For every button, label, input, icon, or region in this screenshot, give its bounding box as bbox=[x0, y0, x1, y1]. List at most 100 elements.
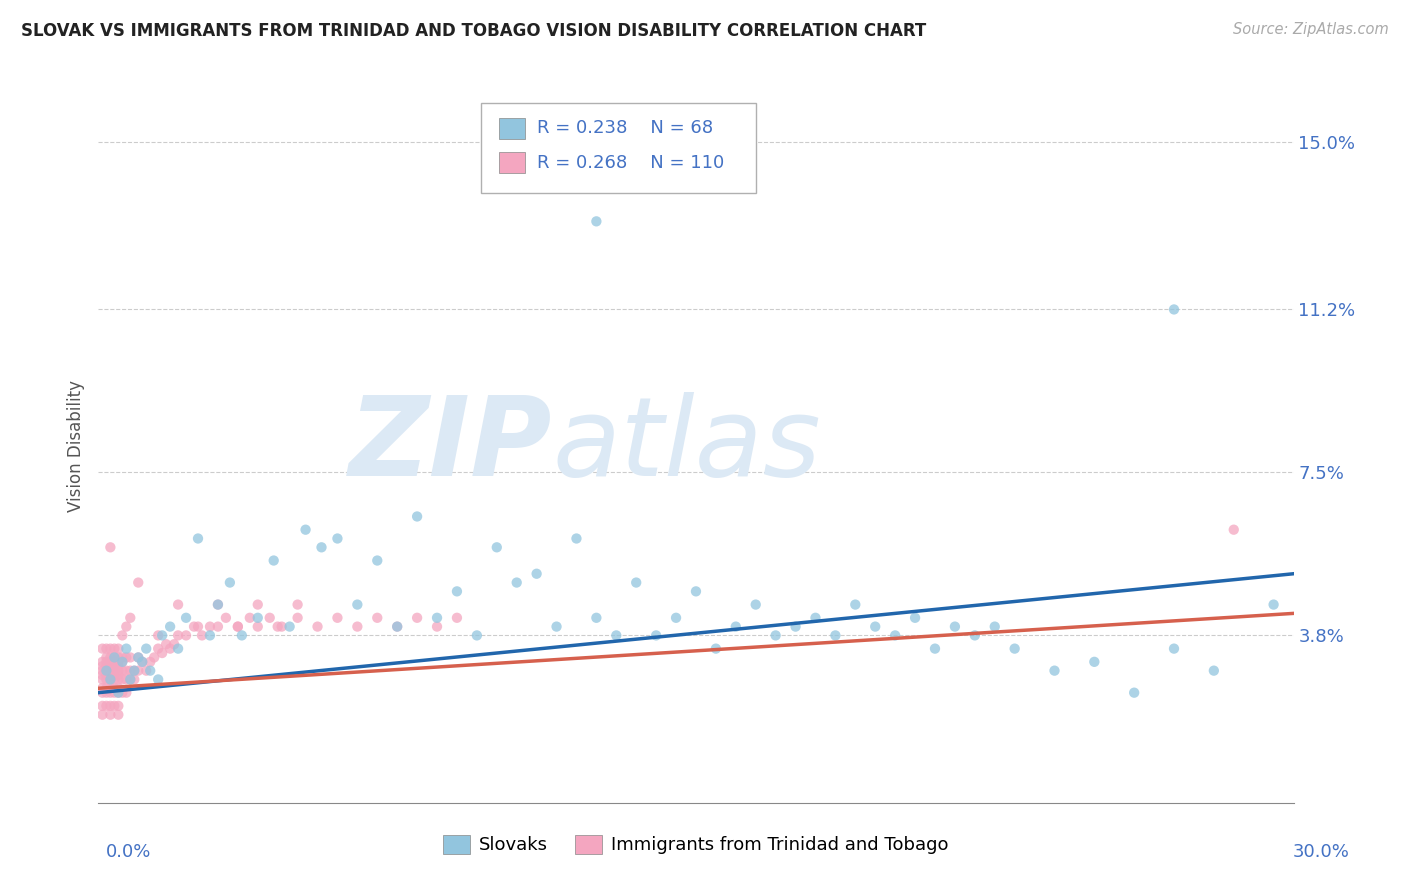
Point bbox=[765, 628, 787, 642]
Point bbox=[115, 673, 138, 687]
Point bbox=[745, 598, 768, 612]
Point bbox=[91, 655, 114, 669]
Point bbox=[191, 628, 214, 642]
Point bbox=[107, 668, 129, 682]
Point bbox=[267, 619, 290, 633]
Point bbox=[270, 619, 292, 633]
Point bbox=[127, 650, 149, 665]
Point bbox=[135, 641, 157, 656]
Point bbox=[120, 673, 142, 687]
Point bbox=[127, 664, 149, 678]
Point bbox=[98, 641, 122, 656]
Point bbox=[1223, 523, 1246, 537]
Point bbox=[685, 584, 707, 599]
Text: ZIP: ZIP bbox=[349, 392, 553, 500]
Point bbox=[346, 598, 368, 612]
Point bbox=[150, 646, 173, 660]
Point bbox=[115, 641, 138, 656]
Point bbox=[207, 619, 229, 633]
Point bbox=[120, 611, 142, 625]
Point bbox=[107, 698, 129, 713]
Point bbox=[98, 650, 122, 665]
Point bbox=[98, 673, 122, 687]
Point bbox=[167, 628, 190, 642]
Point bbox=[406, 611, 429, 625]
Point bbox=[1004, 641, 1026, 656]
Point bbox=[91, 664, 114, 678]
Point bbox=[91, 659, 114, 673]
Point bbox=[198, 628, 221, 642]
Point bbox=[963, 628, 986, 642]
Point bbox=[131, 655, 153, 669]
Point bbox=[804, 611, 827, 625]
Point bbox=[163, 637, 186, 651]
Point bbox=[96, 659, 118, 673]
Point bbox=[98, 664, 122, 678]
Point bbox=[485, 541, 508, 555]
Point bbox=[98, 659, 122, 673]
Text: 30.0%: 30.0% bbox=[1294, 843, 1350, 861]
Point bbox=[465, 628, 488, 642]
Point bbox=[103, 673, 125, 687]
Point bbox=[111, 655, 134, 669]
Point bbox=[246, 598, 269, 612]
Point bbox=[984, 619, 1007, 633]
Point bbox=[111, 664, 134, 678]
Point bbox=[426, 619, 449, 633]
Point bbox=[98, 707, 122, 722]
Point bbox=[98, 698, 122, 713]
Point bbox=[111, 650, 134, 665]
Point bbox=[294, 523, 316, 537]
Point bbox=[148, 628, 170, 642]
Text: 0.0%: 0.0% bbox=[105, 843, 150, 861]
Point bbox=[103, 686, 125, 700]
Point bbox=[107, 664, 129, 678]
Point bbox=[287, 598, 309, 612]
Point bbox=[884, 628, 907, 642]
Point bbox=[96, 673, 118, 687]
FancyBboxPatch shape bbox=[499, 152, 524, 173]
Point bbox=[91, 641, 114, 656]
Point bbox=[207, 598, 229, 612]
Point bbox=[159, 619, 181, 633]
FancyBboxPatch shape bbox=[499, 118, 524, 139]
Point bbox=[1123, 686, 1146, 700]
Point bbox=[446, 584, 468, 599]
Point bbox=[626, 575, 648, 590]
Point bbox=[824, 628, 846, 642]
Text: R = 0.268    N = 110: R = 0.268 N = 110 bbox=[537, 153, 724, 171]
Legend: Slovaks, Immigrants from Trinidad and Tobago: Slovaks, Immigrants from Trinidad and To… bbox=[436, 828, 956, 862]
Point bbox=[585, 214, 607, 228]
Point bbox=[526, 566, 548, 581]
FancyBboxPatch shape bbox=[481, 103, 756, 193]
Point bbox=[226, 619, 249, 633]
Point bbox=[107, 707, 129, 722]
Point bbox=[605, 628, 627, 642]
Point bbox=[263, 553, 285, 567]
Point bbox=[844, 598, 866, 612]
Point bbox=[103, 668, 125, 682]
Point bbox=[167, 641, 190, 656]
Point bbox=[924, 641, 946, 656]
Point bbox=[546, 619, 568, 633]
Point bbox=[111, 686, 134, 700]
Point bbox=[120, 664, 142, 678]
Point bbox=[127, 650, 149, 665]
Point bbox=[98, 686, 122, 700]
Point bbox=[98, 673, 122, 687]
Point bbox=[111, 655, 134, 669]
Point bbox=[127, 575, 149, 590]
Point bbox=[107, 686, 129, 700]
Point bbox=[187, 532, 209, 546]
Text: atlas: atlas bbox=[553, 392, 821, 500]
Point bbox=[91, 698, 114, 713]
Point bbox=[103, 650, 125, 665]
Point bbox=[124, 664, 146, 678]
Point bbox=[246, 611, 269, 625]
Point bbox=[207, 598, 229, 612]
Text: R = 0.238    N = 68: R = 0.238 N = 68 bbox=[537, 120, 713, 137]
Point bbox=[174, 611, 197, 625]
Point bbox=[96, 664, 118, 678]
Point bbox=[103, 655, 125, 669]
Point bbox=[446, 611, 468, 625]
